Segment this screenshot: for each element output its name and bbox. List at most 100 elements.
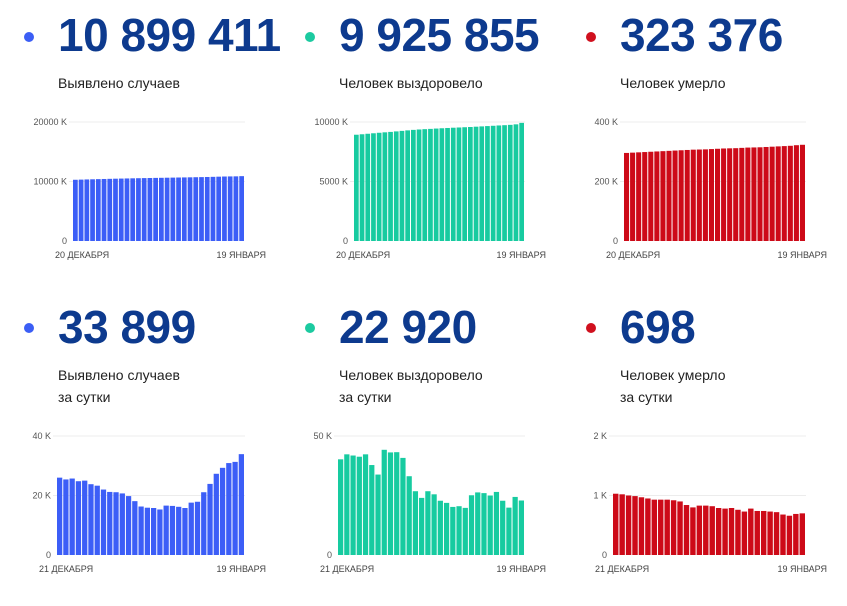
bar xyxy=(362,454,369,555)
bar xyxy=(496,125,502,241)
bar xyxy=(727,148,733,241)
status-dot-icon xyxy=(586,32,596,42)
bar xyxy=(405,130,410,241)
bar xyxy=(672,150,678,241)
bar xyxy=(660,151,666,241)
bar xyxy=(632,496,638,555)
bar xyxy=(412,491,419,555)
bar xyxy=(741,511,748,555)
bar xyxy=(210,176,216,241)
bar xyxy=(745,147,751,241)
bar xyxy=(642,152,648,241)
bar xyxy=(157,509,163,555)
bar xyxy=(159,177,164,241)
bar xyxy=(512,496,518,555)
bar xyxy=(100,489,107,555)
bar xyxy=(118,178,124,241)
bar xyxy=(684,149,690,241)
bar xyxy=(381,449,387,555)
chart-daily-cases: 0 20 K 40 K 21 ДЕКАБРЯ 19 ЯНВАРЯ xyxy=(32,431,266,574)
bar xyxy=(75,481,82,555)
bar xyxy=(176,506,182,555)
bar xyxy=(188,502,194,555)
bar xyxy=(181,177,187,241)
bar xyxy=(645,498,651,555)
bar xyxy=(78,179,84,241)
bar xyxy=(125,496,132,555)
bar xyxy=(654,151,660,241)
bar xyxy=(199,177,204,241)
bar xyxy=(799,144,805,241)
status-dot-icon xyxy=(305,323,315,333)
bar xyxy=(677,501,683,555)
bar xyxy=(359,134,365,241)
bar xyxy=(371,133,376,241)
bar xyxy=(227,176,233,241)
bar xyxy=(485,126,490,241)
total-deaths-value: 323 376 xyxy=(620,9,783,61)
bar xyxy=(393,131,399,241)
bar xyxy=(201,492,207,555)
bar xyxy=(119,493,125,555)
bar xyxy=(500,500,506,555)
bar xyxy=(683,505,690,555)
bar xyxy=(406,476,412,555)
daily-cases-value: 33 899 xyxy=(58,301,196,353)
bar xyxy=(493,491,500,555)
bar xyxy=(678,150,684,241)
bar xyxy=(164,177,170,241)
bar xyxy=(443,502,450,555)
bar xyxy=(613,493,619,555)
daily-deaths-label-period: за сутки xyxy=(620,389,673,405)
bar xyxy=(213,473,219,555)
bar xyxy=(450,506,456,555)
daily-deaths-label: Человек умерло xyxy=(620,367,726,383)
bar xyxy=(757,147,763,241)
y-tick-label: 0 xyxy=(343,236,348,246)
bar xyxy=(176,177,181,241)
daily-cases-label-period: за сутки xyxy=(58,389,111,405)
bar xyxy=(793,513,799,555)
bar xyxy=(518,500,524,555)
bar xyxy=(425,491,431,555)
bar xyxy=(715,148,721,241)
bar xyxy=(696,149,702,241)
bar xyxy=(456,127,462,241)
status-dot-icon xyxy=(24,32,34,42)
bar xyxy=(82,480,88,556)
bar xyxy=(141,178,147,241)
bar xyxy=(124,178,130,241)
bar xyxy=(57,477,63,555)
bar xyxy=(169,505,176,555)
bar xyxy=(445,127,450,241)
y-tick-label: 1 K xyxy=(593,491,607,501)
bar xyxy=(207,483,213,555)
bar xyxy=(422,129,428,241)
bar xyxy=(722,508,728,555)
bar xyxy=(382,132,388,241)
y-tick-label: 5000 K xyxy=(319,177,348,187)
bar xyxy=(479,126,485,241)
bar xyxy=(151,508,157,555)
bar xyxy=(69,478,75,555)
status-dot-icon xyxy=(586,323,596,333)
bar xyxy=(338,459,344,555)
bar xyxy=(670,500,677,555)
y-tick-label: 200 K xyxy=(594,177,618,187)
y-tick-label: 20000 K xyxy=(33,117,67,127)
bar xyxy=(690,507,696,555)
bar xyxy=(664,499,670,555)
y-tick-label: 0 xyxy=(62,236,67,246)
bar xyxy=(219,467,226,555)
bar xyxy=(490,125,496,241)
x-start-label: 21 ДЕКАБРЯ xyxy=(320,564,374,574)
y-tick-label: 10000 K xyxy=(314,117,348,127)
bar xyxy=(193,177,199,241)
daily-cases-label: Выявлено случаев xyxy=(58,367,180,383)
bar xyxy=(739,147,745,241)
bar xyxy=(73,179,78,241)
bar xyxy=(437,500,443,555)
bar xyxy=(638,497,645,555)
bar xyxy=(462,507,468,555)
daily-deaths-value: 698 xyxy=(620,301,696,353)
